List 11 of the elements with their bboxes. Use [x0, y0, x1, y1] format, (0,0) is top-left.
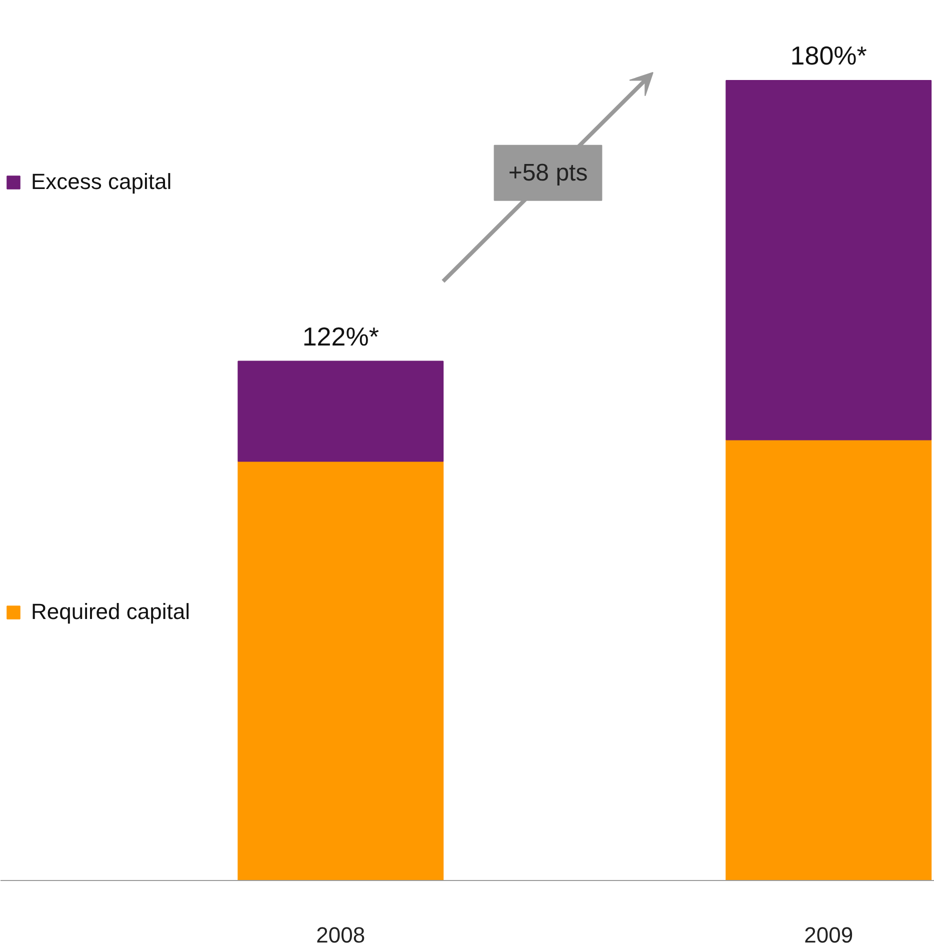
annotation: 122%* [302, 321, 379, 352]
x-tick-label: 2009 [804, 922, 854, 945]
bar [726, 80, 932, 440]
bar [238, 460, 444, 880]
annotation: +58 pts [508, 159, 588, 186]
bar [726, 439, 932, 880]
legend-label: Required capital [31, 599, 190, 625]
annotation: 180%* [790, 40, 867, 70]
x-tick-label: 2008 [316, 922, 366, 945]
bar [238, 360, 444, 462]
legend-label: Excess capital [31, 169, 172, 195]
